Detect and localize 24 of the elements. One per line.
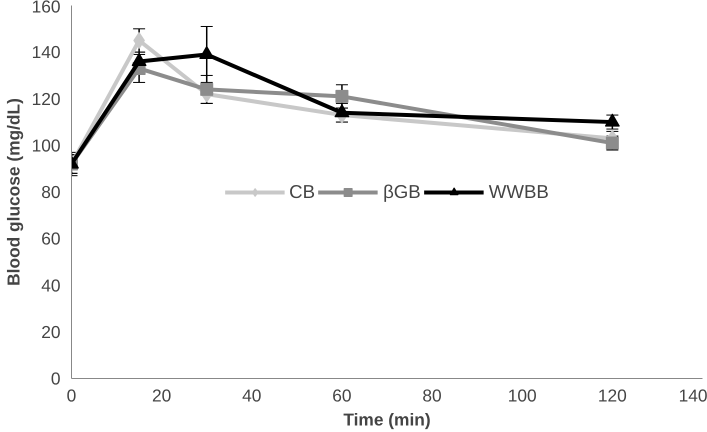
point [200, 82, 214, 96]
y-tick-label: 20 [41, 322, 61, 342]
y-tick-label: 100 [32, 135, 61, 156]
x-tick-label: 120 [598, 386, 627, 406]
x-tick-label: 60 [332, 386, 352, 406]
y-tick-label: 140 [32, 42, 61, 62]
x-tick-label: 100 [508, 386, 537, 406]
x-tick-label: 40 [242, 386, 262, 406]
x-tick-label: 20 [152, 386, 172, 406]
y-tick-label: 80 [41, 182, 61, 202]
legend-label: βGB [383, 180, 421, 202]
x-axis-title: Time (min) [343, 410, 431, 430]
x-tick-label: 0 [66, 386, 76, 406]
x-tick-label: 80 [422, 386, 442, 406]
legend-label: CB [289, 180, 316, 202]
legend-label: WWBB [488, 180, 549, 202]
y-tick-label: 60 [41, 228, 61, 249]
y-tick-label: 160 [32, 0, 61, 16]
y-axis-title: Blood glucose (mg/dL) [4, 98, 24, 286]
x-tick-label: 140 [678, 386, 707, 406]
y-tick-label: 40 [41, 275, 61, 296]
y-tick-label: 0 [50, 368, 61, 388]
y-tick-label: 120 [32, 88, 61, 109]
point [335, 90, 348, 103]
